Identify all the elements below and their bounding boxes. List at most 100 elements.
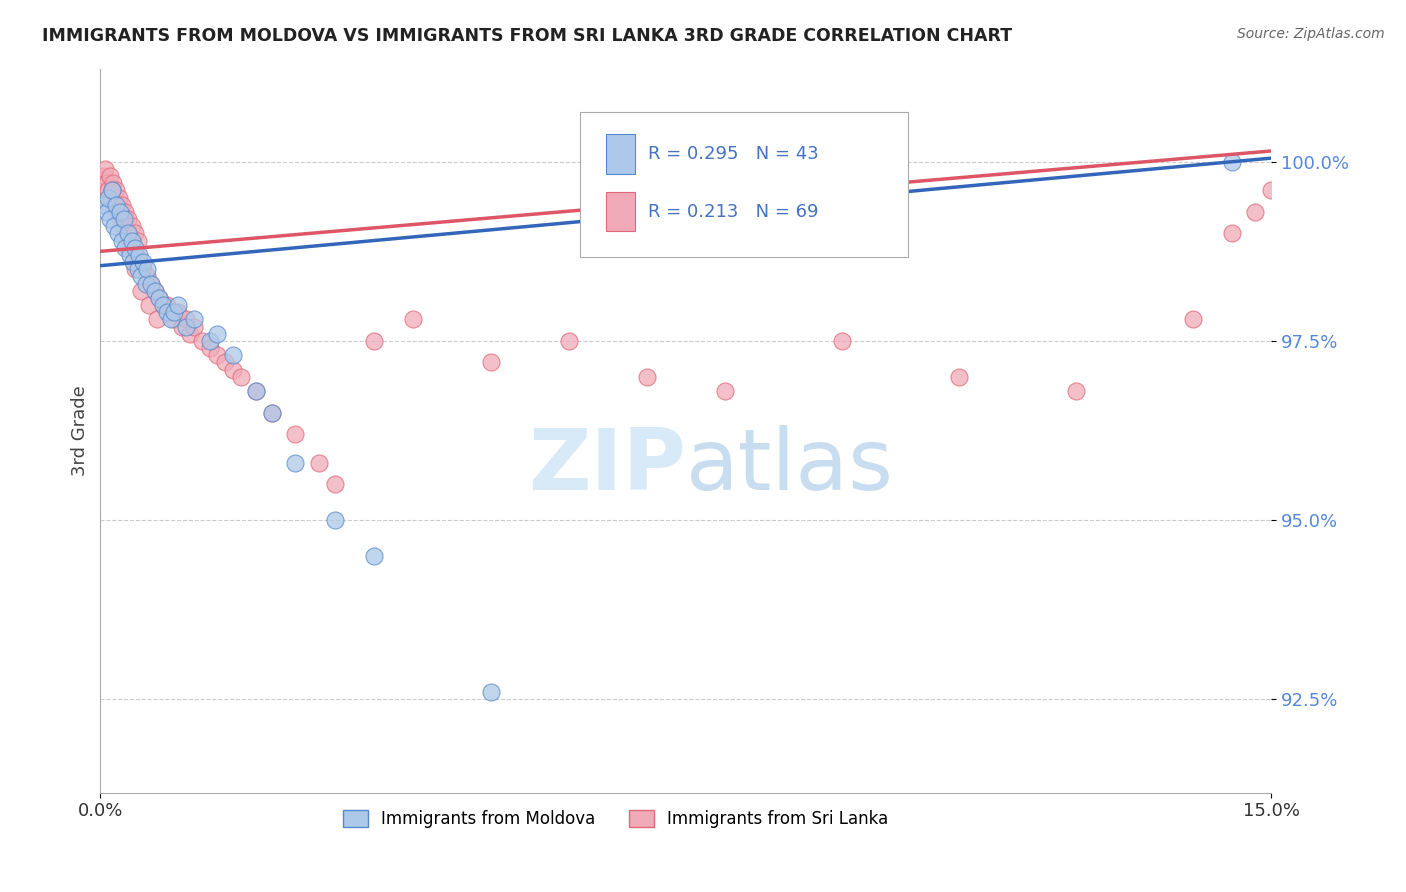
Point [139, 277, 162, 291]
Point [198, 341, 221, 355]
Point [156, 305, 179, 319]
Point [132, 262, 155, 277]
Point [167, 305, 190, 319]
Point [222, 348, 245, 362]
Point [183, 312, 205, 326]
Point [172, 319, 194, 334]
Point [245, 384, 267, 399]
Point [129, 284, 152, 298]
Point [103, 219, 125, 234]
Point [118, 234, 141, 248]
Point [148, 291, 170, 305]
Point [108, 212, 131, 227]
Point [229, 369, 252, 384]
Point [152, 298, 174, 312]
Point [107, 227, 129, 241]
Point [214, 355, 236, 369]
Point [117, 241, 139, 255]
Point [1220, 227, 1243, 241]
Text: atlas: atlas [686, 425, 894, 508]
Point [163, 312, 186, 326]
Point [112, 212, 135, 227]
Point [93, 169, 115, 183]
Point [104, 183, 127, 197]
Point [115, 227, 138, 241]
Point [1260, 183, 1282, 197]
Point [117, 212, 139, 227]
Point [100, 190, 122, 204]
Point [128, 255, 150, 269]
Point [97, 183, 120, 197]
Point [179, 326, 201, 341]
Point [479, 685, 502, 699]
Point [101, 183, 124, 197]
Point [103, 198, 125, 212]
Text: R = 0.213   N = 69: R = 0.213 N = 69 [648, 202, 818, 221]
Point [108, 205, 131, 219]
Point [152, 298, 174, 312]
Point [127, 262, 149, 277]
Point [222, 362, 245, 376]
Point [124, 241, 146, 255]
Point [1182, 312, 1205, 326]
Point [207, 348, 229, 362]
Point [96, 205, 118, 219]
Legend: Immigrants from Moldova, Immigrants from Sri Lanka: Immigrants from Moldova, Immigrants from… [336, 804, 894, 835]
Point [284, 427, 307, 442]
Point [308, 456, 330, 470]
Point [156, 298, 179, 312]
Point [136, 262, 159, 277]
Point [148, 291, 170, 305]
Point [122, 241, 145, 255]
Point [132, 255, 155, 269]
Point [135, 277, 157, 291]
Point [108, 190, 131, 204]
Point [117, 227, 139, 241]
Point [121, 234, 143, 248]
Point [110, 212, 132, 227]
Point [831, 334, 853, 348]
Point [191, 334, 214, 348]
Text: ZIP: ZIP [529, 425, 686, 508]
Point [94, 161, 117, 176]
Point [1244, 205, 1267, 219]
Point [363, 334, 385, 348]
Point [104, 198, 127, 212]
Point [159, 312, 181, 326]
Y-axis label: 3rd Grade: 3rd Grade [72, 385, 89, 476]
Point [111, 234, 134, 248]
Point [1220, 154, 1243, 169]
Point [101, 176, 124, 190]
Point [557, 334, 579, 348]
Point [183, 319, 205, 334]
Point [136, 269, 159, 284]
Point [198, 334, 221, 348]
Bar [606, 192, 636, 231]
Point [323, 477, 346, 491]
Point [284, 456, 307, 470]
Point [128, 248, 150, 262]
Point [145, 312, 167, 326]
Point [245, 384, 267, 399]
Point [93, 198, 115, 212]
Point [260, 406, 283, 420]
Point [107, 205, 129, 219]
Point [260, 406, 283, 420]
Point [101, 183, 124, 197]
Point [1064, 384, 1087, 399]
FancyBboxPatch shape [581, 112, 908, 257]
Point [143, 284, 166, 298]
Point [98, 212, 121, 227]
Point [98, 169, 121, 183]
Point [125, 248, 148, 262]
Point [163, 305, 186, 319]
Point [159, 305, 181, 319]
Point [138, 298, 160, 312]
Point [207, 326, 229, 341]
Point [323, 513, 346, 527]
Point [167, 298, 190, 312]
Point [121, 219, 143, 234]
Point [124, 227, 146, 241]
Bar [606, 134, 636, 174]
Point [112, 219, 135, 234]
